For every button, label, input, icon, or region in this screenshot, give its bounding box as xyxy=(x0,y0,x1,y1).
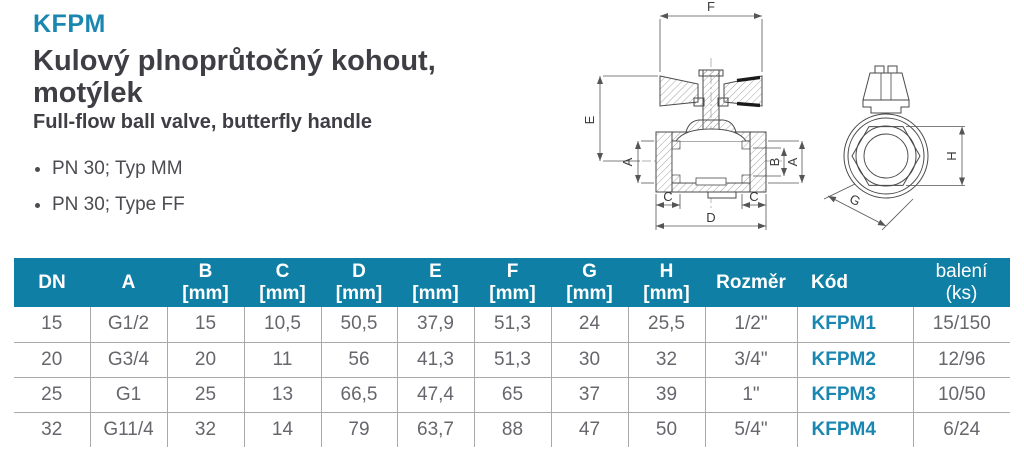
col-header-dn: DN xyxy=(14,258,90,307)
table-cell: 50,5 xyxy=(320,307,397,343)
table-cell: 32 xyxy=(627,342,705,378)
table-row: 15 G1/2 15 10,5 50,5 37,9 51,3 24 25,5 1… xyxy=(14,307,1010,343)
dim-label-g: G xyxy=(847,191,863,209)
col-header-rozmer: Rozměr xyxy=(705,258,797,307)
feature-text: PN 30; Typ MM xyxy=(52,158,183,180)
table-cell: 37,9 xyxy=(396,307,474,343)
body-end-view xyxy=(843,113,929,199)
col-header-h: H [mm] xyxy=(628,258,705,307)
col-header-a: A xyxy=(90,258,167,307)
dim-label-c-left: C xyxy=(663,189,672,204)
col-header-baleni: balení (ks) xyxy=(913,258,1010,307)
table-cell: 65 xyxy=(473,377,551,413)
table-cell: G3/4 xyxy=(89,342,167,378)
table-cell: 24 xyxy=(550,307,628,343)
dim-label-d: D xyxy=(706,210,715,225)
product-title-cs: Kulový plnoprůtočný kohout, motýlek xyxy=(33,45,553,109)
table-cell: 56 xyxy=(320,342,397,378)
dimension-table: DN A B [mm] C [mm] D [mm] E [mm] F [mm] G [mm]… xyxy=(14,258,1010,447)
table-cell: 37 xyxy=(550,377,628,413)
table-cell: 25 xyxy=(166,377,244,413)
product-code-cell: KFPM3 xyxy=(796,377,913,413)
col-header-b: B [mm] xyxy=(167,258,244,307)
table-cell: 51,3 xyxy=(473,342,551,378)
butterfly-handle xyxy=(659,75,763,108)
dim-label-h: H xyxy=(944,151,959,160)
table-cell: 63,7 xyxy=(396,412,474,447)
product-title-cs-line2: motýlek xyxy=(33,77,143,110)
table-cell: 88 xyxy=(473,412,551,447)
table-cell: 25,5 xyxy=(627,307,705,343)
product-code-title: KFPM xyxy=(33,10,106,38)
valve-stem xyxy=(685,69,737,133)
table-cell: G1 xyxy=(89,377,167,413)
table-cell: 1" xyxy=(704,377,797,413)
product-title-en: Full-flow ball valve, butterfly handle xyxy=(33,111,372,134)
table-cell: G1/2 xyxy=(89,307,167,343)
table-cell: 5/4" xyxy=(704,412,797,447)
table-row: 25 G1 25 13 66,5 47,4 65 37 39 1" KFPM3 … xyxy=(14,377,1010,413)
table-cell: 20 xyxy=(166,342,244,378)
table-cell: 13 xyxy=(243,377,321,413)
table-cell: 10/50 xyxy=(912,377,1010,413)
bullet-icon xyxy=(35,202,40,208)
dim-label-a-right: A xyxy=(785,157,800,166)
table-cell: 51,3 xyxy=(473,307,551,343)
bullet-icon xyxy=(35,166,40,172)
col-header-f: F [mm] xyxy=(474,258,551,307)
valve-body xyxy=(655,128,767,199)
product-code-cell: KFPM4 xyxy=(796,412,913,447)
table-cell: 39 xyxy=(627,377,705,413)
table-cell: G11/4 xyxy=(89,412,167,447)
dim-label-b: B xyxy=(767,158,782,167)
table-cell: 32 xyxy=(14,412,90,447)
table-cell: 15 xyxy=(166,307,244,343)
table-row: 20 G3/4 20 11 56 41,3 51,3 30 32 3/4" KF… xyxy=(14,342,1010,378)
table-cell: 32 xyxy=(166,412,244,447)
feature-item: PN 30; Typ MM xyxy=(33,158,553,180)
front-view-drawing: F E A B A C C D xyxy=(582,0,805,230)
col-header-d: D [mm] xyxy=(321,258,397,307)
table-cell: 20 xyxy=(14,342,90,378)
table-cell: 10,5 xyxy=(243,307,321,343)
dim-label-e: E xyxy=(582,115,597,124)
table-cell: 1/2" xyxy=(704,307,797,343)
col-header-g: G [mm] xyxy=(551,258,628,307)
dim-label-c-right: C xyxy=(749,189,758,204)
dim-label-f: F xyxy=(707,0,715,14)
table-cell: 79 xyxy=(320,412,397,447)
feature-item: PN 30; Type FF xyxy=(33,194,553,216)
product-code-cell: KFPM2 xyxy=(796,342,913,378)
table-row: 32 G11/4 32 14 79 63,7 88 47 50 5/4" KFP… xyxy=(14,412,1010,447)
table-cell: 25 xyxy=(14,377,90,413)
product-info-block: KFPM Kulový plnoprůtočný kohout, motýlek… xyxy=(33,10,553,230)
table-cell: 47,4 xyxy=(396,377,474,413)
table-cell: 50 xyxy=(627,412,705,447)
col-header-e: E [mm] xyxy=(397,258,474,307)
feature-list: PN 30; Typ MM PN 30; Type FF xyxy=(33,158,553,216)
table-cell: 47 xyxy=(550,412,628,447)
table-cell: 11 xyxy=(243,342,321,378)
dimension-lines xyxy=(597,13,805,230)
table-header-row: DN A B [mm] C [mm] D [mm] E [mm] F [mm] G [mm]… xyxy=(14,258,1010,307)
table-cell: 3/4" xyxy=(704,342,797,378)
table-cell: 30 xyxy=(550,342,628,378)
dim-label-a-left: A xyxy=(620,157,635,166)
table-cell: 12/96 xyxy=(912,342,1010,378)
feature-text: PN 30; Type FF xyxy=(52,194,185,216)
table-cell: 41,3 xyxy=(396,342,474,378)
table-cell: 15 xyxy=(14,307,90,343)
col-header-c: C [mm] xyxy=(244,258,321,307)
stem-end-view xyxy=(862,65,910,114)
col-header-kod: Kód xyxy=(797,258,913,307)
table-cell: 14 xyxy=(243,412,321,447)
table-cell: 66,5 xyxy=(320,377,397,413)
side-view-drawing: H G xyxy=(823,65,965,231)
dimension-lines xyxy=(823,126,965,231)
product-title-cs-line1: Kulový plnoprůtočný kohout, xyxy=(33,45,436,77)
table-cell: 6/24 xyxy=(912,412,1010,447)
table-cell: 15/150 xyxy=(912,307,1010,343)
product-code-cell: KFPM1 xyxy=(796,307,913,343)
